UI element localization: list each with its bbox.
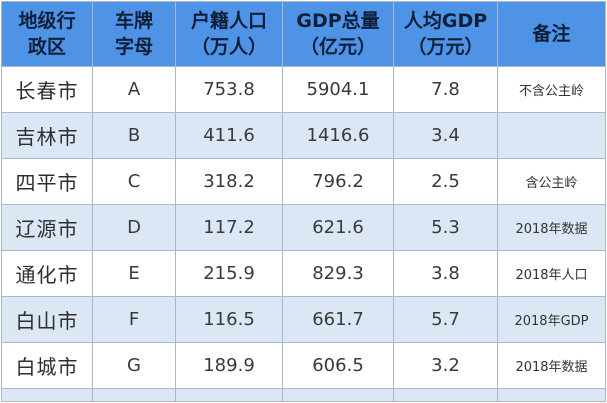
- table-row: 辽源市 D 117.2 621.6 5.3 2018年数据: [1, 204, 606, 251]
- cell-note: 2018年人口: [497, 250, 606, 297]
- cell-population: 753.8: [175, 66, 283, 113]
- cell-gdp-per-capita: 5.7: [393, 296, 498, 343]
- header-gdp-per-capita-line1: 人均GDP: [403, 10, 488, 32]
- cell-plate: D: [92, 204, 176, 251]
- cell-gdp: 796.2: [282, 158, 394, 205]
- cell-plate: E: [92, 250, 176, 297]
- cell-note: 2018年GDP: [497, 296, 606, 343]
- cell-note: 2018年数据: [497, 342, 606, 389]
- cell-city: 白城市: [1, 342, 93, 389]
- header-region-line1: 地级行: [18, 10, 76, 32]
- cell-city: 吉林市: [1, 112, 93, 159]
- table-header-row: 地级行 政区 车牌 字母 户籍人口 （万人） GDP总量 （亿元） 人均GDP …: [1, 1, 606, 67]
- cell-clipped: [282, 388, 394, 402]
- header-population-line2: （万人）: [190, 36, 267, 58]
- header-gdp: GDP总量 （亿元）: [282, 1, 394, 67]
- cell-clipped: [497, 388, 606, 402]
- header-region-line2: 政区: [27, 36, 66, 58]
- cell-note: 2018年数据: [497, 204, 606, 251]
- cell-clipped: [175, 388, 283, 402]
- table-row: 通化市 E 215.9 829.3 3.8 2018年人口: [1, 250, 606, 297]
- header-gdp-per-capita: 人均GDP （万元）: [393, 1, 498, 67]
- header-population: 户籍人口 （万人）: [175, 1, 283, 67]
- cell-clipped: [92, 388, 176, 402]
- header-note-line1: 备注: [532, 23, 571, 45]
- header-gdp-line2: （亿元）: [299, 36, 376, 58]
- header-plate: 车牌 字母: [92, 1, 176, 67]
- cell-city: 辽源市: [1, 204, 93, 251]
- cell-city: 白山市: [1, 296, 93, 343]
- cell-gdp: 5904.1: [282, 66, 394, 113]
- table-row: 白城市 G 189.9 606.5 3.2 2018年数据: [1, 342, 606, 389]
- cell-population: 215.9: [175, 250, 283, 297]
- cell-population: 116.5: [175, 296, 283, 343]
- cell-gdp-per-capita: 2.5: [393, 158, 498, 205]
- cell-gdp-per-capita: 5.3: [393, 204, 498, 251]
- cell-gdp: 661.7: [282, 296, 394, 343]
- cell-city: 通化市: [1, 250, 93, 297]
- cell-note: 含公主岭: [497, 158, 606, 205]
- cell-city: 四平市: [1, 158, 93, 205]
- header-plate-line1: 车牌: [114, 10, 153, 32]
- table-row: 吉林市 B 411.6 1416.6 3.4: [1, 112, 606, 159]
- cell-population: 318.2: [175, 158, 283, 205]
- cell-population: 189.9: [175, 342, 283, 389]
- cell-clipped: [1, 388, 93, 402]
- header-gdp-line1: GDP总量: [296, 10, 380, 32]
- header-note: 备注: [497, 1, 606, 67]
- cell-gdp-per-capita: 3.8: [393, 250, 498, 297]
- cell-gdp-per-capita: 3.2: [393, 342, 498, 389]
- table-row: 长春市 A 753.8 5904.1 7.8 不含公主岭: [1, 66, 606, 113]
- cell-plate: C: [92, 158, 176, 205]
- cell-gdp: 606.5: [282, 342, 394, 389]
- cell-clipped: [393, 388, 498, 402]
- cell-plate: F: [92, 296, 176, 343]
- cell-plate: G: [92, 342, 176, 389]
- cell-gdp-per-capita: 3.4: [393, 112, 498, 159]
- header-plate-line2: 字母: [114, 36, 153, 58]
- cell-gdp: 829.3: [282, 250, 394, 297]
- cell-note: [497, 112, 606, 159]
- cell-note: 不含公主岭: [497, 66, 606, 113]
- table-row: 四平市 C 318.2 796.2 2.5 含公主岭: [1, 158, 606, 205]
- cell-gdp-per-capita: 7.8: [393, 66, 498, 113]
- table-row-clipped: [1, 388, 606, 402]
- table-row: 白山市 F 116.5 661.7 5.7 2018年GDP: [1, 296, 606, 343]
- header-gdp-per-capita-line2: （万元）: [407, 36, 484, 58]
- cell-population: 411.6: [175, 112, 283, 159]
- header-region: 地级行 政区: [1, 1, 93, 67]
- header-population-line1: 户籍人口: [190, 10, 267, 32]
- cell-plate: A: [92, 66, 176, 113]
- cell-population: 117.2: [175, 204, 283, 251]
- cell-gdp: 621.6: [282, 204, 394, 251]
- cell-plate: B: [92, 112, 176, 159]
- cell-gdp: 1416.6: [282, 112, 394, 159]
- cell-city: 长春市: [1, 66, 93, 113]
